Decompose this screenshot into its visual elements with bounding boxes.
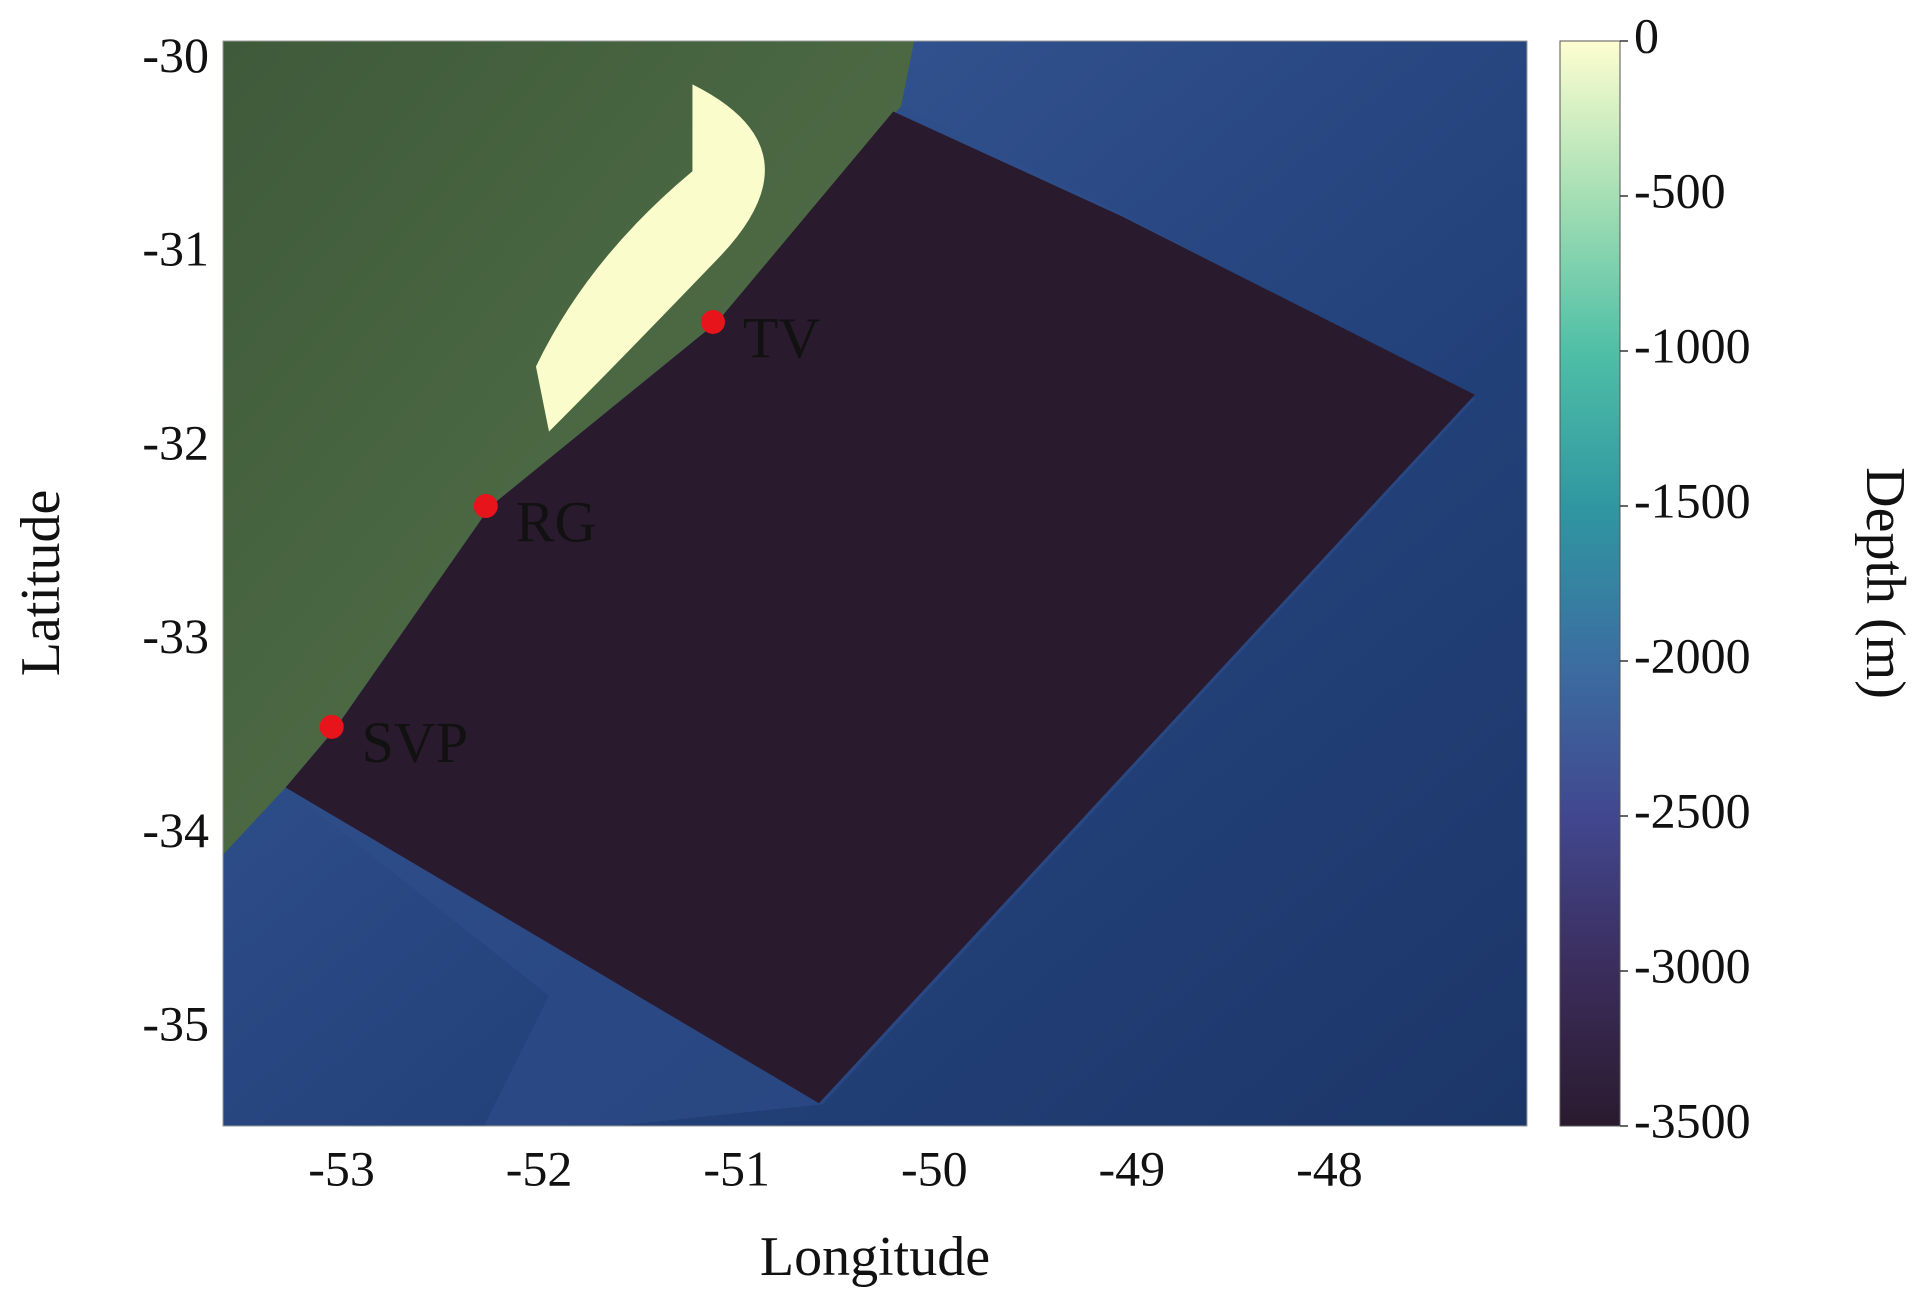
colorbar-label: Depth (m) [1854, 467, 1916, 699]
y-tick-label: -31 [142, 221, 209, 277]
x-tick-label: -48 [1296, 1140, 1363, 1196]
colorbar-tick-label: -500 [1634, 162, 1726, 218]
x-tick-label: -51 [703, 1140, 770, 1196]
colorbar-tick-label: -3000 [1634, 937, 1751, 993]
station-marker [473, 494, 498, 518]
x-tick-label: -49 [1099, 1140, 1166, 1196]
station-marker [700, 309, 725, 334]
colorbar [1559, 40, 1621, 1127]
y-tick-label: -30 [142, 27, 209, 83]
colorbar-tick-label: -1000 [1634, 317, 1751, 373]
model-domain [285, 111, 1475, 1104]
station-marker [319, 714, 344, 739]
plot-frame [222, 40, 1528, 1127]
land [223, 41, 915, 855]
x-tick-label: -53 [308, 1140, 375, 1196]
y-tick-label: -32 [142, 414, 209, 470]
x-tick-label: -50 [901, 1140, 968, 1196]
y-tick-label: -34 [142, 802, 209, 858]
colorbar-tick-label: -3500 [1634, 1092, 1751, 1148]
x-axis-label: Longitude [760, 1226, 990, 1288]
station-label: SVP [362, 710, 468, 775]
x-tick-label: -52 [506, 1140, 573, 1196]
colorbar-tick-label: -2500 [1634, 782, 1751, 838]
station-label: TV [743, 305, 820, 370]
y-tick-label: -33 [142, 608, 209, 664]
colorbar-tick-label: -2000 [1634, 627, 1751, 683]
map-area [222, 40, 1528, 1127]
y-axis-label: Latitude [10, 490, 72, 677]
lagoon [535, 84, 765, 432]
y-tick-label: -35 [142, 996, 209, 1052]
station-label: RG [516, 489, 597, 554]
colorbar-tick-label: 0 [1634, 7, 1659, 63]
colorbar-tick-label: -1500 [1634, 472, 1751, 528]
